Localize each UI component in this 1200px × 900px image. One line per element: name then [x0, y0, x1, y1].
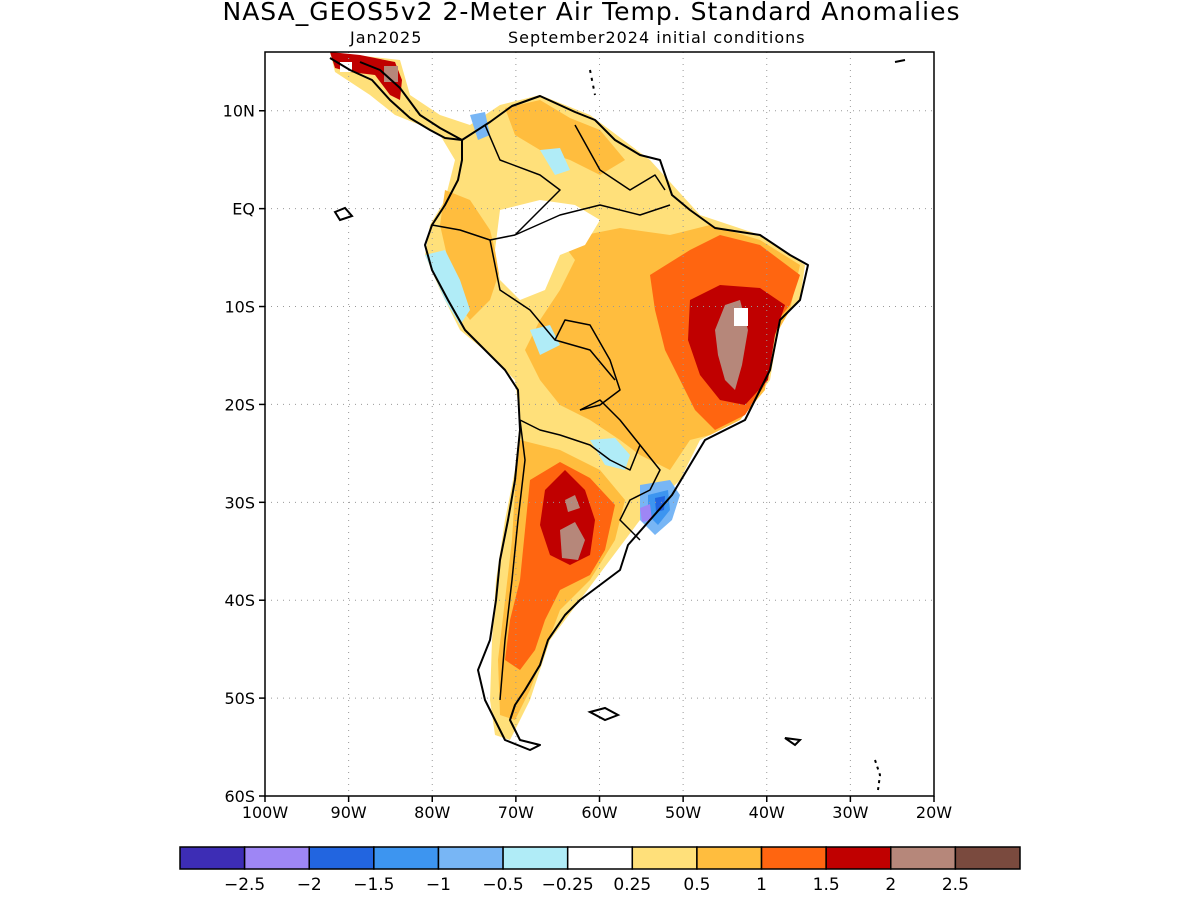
y-tick-label: 20S: [224, 395, 255, 414]
anomaly-region-orange-north: [505, 100, 625, 175]
forecast-month: Jan2025: [350, 28, 423, 47]
legend-swatch: [696, 846, 763, 870]
coastlines: [329, 57, 809, 751]
legend-swatch: [566, 846, 634, 870]
y-tick-label: 60S: [224, 787, 255, 806]
legend-label: −1: [426, 875, 451, 895]
anomaly-region-cool-peru: [425, 250, 470, 325]
y-tick-label: 10S: [224, 298, 255, 317]
border-bolivia-brazil: [554, 319, 621, 411]
falkland-islands: [587, 706, 621, 722]
legend-label: 0.5: [683, 875, 710, 895]
border-peru-brazil: [489, 239, 616, 381]
legend-swatch: [179, 846, 246, 870]
legend-label: 2: [885, 875, 896, 895]
legend-swatch: [373, 846, 440, 870]
y-tick-label: 50S: [224, 689, 255, 708]
anomaly-region-cool-paraguay: [590, 438, 630, 470]
gridlines: [265, 52, 934, 796]
border-brazil-uruguay: [619, 444, 661, 541]
islands: [333, 59, 906, 791]
anomaly-region-neutral-amazon: [495, 200, 600, 300]
legend-label: 1: [756, 875, 767, 895]
legend-label: 2.5: [942, 875, 969, 895]
x-tick-label: 30W: [832, 803, 868, 822]
initial-conditions: September2024 initial conditions: [508, 28, 806, 47]
border-argentina-paraguay: [519, 399, 641, 471]
border-venezuela-guyana: [574, 124, 666, 191]
border-colombia-venezuela: [484, 124, 561, 236]
y-tick-label: 10N: [223, 102, 255, 121]
anomaly-region-cool-venezuela: [540, 148, 570, 175]
border-chile-argentina: [499, 419, 526, 701]
x-tick-label: 40W: [749, 803, 785, 822]
legend-label: −2: [297, 875, 322, 895]
legend-label: −0.25: [542, 875, 594, 895]
map-title: NASA_GEOS5v2 2-Meter Air Temp. Standard …: [222, 0, 961, 26]
galapagos-islands: [333, 206, 354, 222]
x-axis: 100W 90W 80W 70W 60W 50W 40W 30W 20W: [242, 796, 952, 822]
legend-swatch: [631, 846, 698, 870]
central-america-north-coast: [359, 61, 463, 141]
anomaly-region-purple-uruguay: [640, 504, 652, 522]
south-america-coastline: [424, 95, 809, 751]
legend-swatch: [760, 846, 827, 870]
x-tick-label: 80W: [414, 803, 450, 822]
y-axis: 10N EQ 10S 20S 30S 40S 50S 60S: [223, 102, 265, 806]
legend-swatch: [308, 846, 375, 870]
legend-swatch: [890, 846, 957, 870]
x-tick-label: 70W: [498, 803, 534, 822]
anomaly-region-verycold-uruguay: [655, 496, 665, 512]
anomaly-region-brown-argentina-2: [565, 495, 580, 512]
legend-label: −0.5: [482, 875, 523, 895]
legend-label: −1.5: [353, 875, 394, 895]
south-georgia: [784, 737, 803, 747]
missing-data-cell: [734, 308, 748, 326]
central-america-coastline: [329, 57, 463, 141]
legend-label: 1.5: [813, 875, 840, 895]
legend-swatch: [825, 846, 892, 870]
legend-swatch: [243, 846, 310, 870]
anomaly-region-brown-argentina: [560, 522, 585, 560]
x-tick-label: 60W: [581, 803, 617, 822]
legend-swatch: [502, 846, 569, 870]
x-tick-label: 100W: [242, 803, 289, 822]
lesser-antilles: [589, 69, 596, 96]
caribbean-islands: [894, 59, 906, 63]
border-brazil-north: [514, 204, 671, 236]
x-tick-label: 50W: [665, 803, 701, 822]
y-tick-label: 30S: [224, 493, 255, 512]
south-sandwich-islands: [874, 759, 882, 791]
y-tick-label: 40S: [224, 591, 255, 610]
color-legend: −2.5 −2 −1.5 −1 −0.5 −0.25 0.25 0.5 1 1.5 2 2.5: [179, 846, 1021, 895]
y-tick-label: EQ: [232, 200, 255, 219]
border-ecuador-peru: [431, 224, 516, 241]
x-tick-label: 90W: [331, 803, 367, 822]
anomaly-region-cool-colombia: [470, 112, 490, 140]
anomaly-region-cool-bolivia: [530, 325, 560, 355]
legend-label: −2.5: [224, 875, 265, 895]
anomaly-field: [330, 52, 805, 740]
legend-label: 0.25: [613, 875, 651, 895]
legend-swatch: [437, 846, 504, 870]
x-tick-label: 20W: [916, 803, 952, 822]
legend-swatch: [954, 846, 1021, 870]
